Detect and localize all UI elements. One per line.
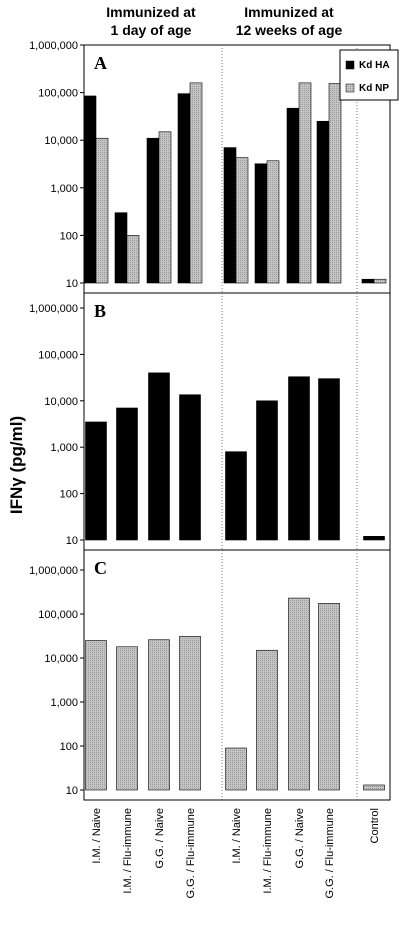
bar bbox=[225, 747, 247, 791]
bar bbox=[288, 597, 310, 791]
panel-frame bbox=[83, 549, 391, 801]
bar bbox=[126, 235, 140, 284]
y-tick-label: 100 bbox=[60, 230, 78, 242]
panel-label: A bbox=[94, 53, 107, 73]
category-label: I.M. / Naive bbox=[231, 808, 243, 864]
category-labels: I.M. / Naive I.M. / Flu-immune G.G. / Naiv… bbox=[91, 808, 381, 898]
bar bbox=[179, 394, 201, 541]
y-tick-label: 10,000 bbox=[44, 135, 78, 147]
bar bbox=[318, 378, 340, 541]
y-tick-label: 100 bbox=[60, 741, 78, 753]
bar bbox=[288, 376, 310, 541]
legend-swatch-kd-ha bbox=[345, 60, 355, 70]
panel-c: 10 100 1,000 10,000 100,000 1,000,000 C bbox=[29, 549, 391, 801]
category-label: G.G. / Naive bbox=[294, 808, 306, 869]
bar bbox=[363, 784, 385, 791]
category-label: G.G. / Naive bbox=[154, 808, 166, 869]
series-kd-ha bbox=[83, 93, 375, 284]
bar bbox=[254, 163, 268, 284]
y-tick-label: 10 bbox=[66, 278, 78, 290]
bar bbox=[116, 407, 138, 541]
bar bbox=[189, 82, 203, 284]
bar bbox=[225, 451, 247, 541]
panel-label: C bbox=[94, 558, 107, 578]
y-tick-label: 1,000 bbox=[50, 442, 78, 454]
bar bbox=[286, 107, 300, 284]
bar bbox=[85, 421, 107, 541]
y-tick-label: 1,000,000 bbox=[29, 565, 78, 577]
bar bbox=[361, 278, 375, 284]
category-label: G.G. / Flu-immune bbox=[324, 808, 336, 898]
panel-label: B bbox=[94, 301, 106, 321]
bar bbox=[256, 400, 278, 541]
group-header-1-line-2: 1 day of age bbox=[111, 22, 192, 38]
y-tick-label: 1,000 bbox=[50, 183, 78, 195]
group-header-2-line-1: Immunized at bbox=[244, 4, 334, 20]
bar bbox=[85, 640, 107, 791]
bar bbox=[158, 131, 172, 284]
y-tick-label: 10 bbox=[66, 535, 78, 547]
bar bbox=[116, 646, 138, 791]
bar bbox=[114, 212, 128, 284]
legend-swatch-kd-np bbox=[345, 83, 355, 93]
bar bbox=[235, 157, 249, 284]
category-label: I.M. / Flu-immune bbox=[122, 808, 134, 894]
category-label: G.G. / Flu-immune bbox=[185, 808, 197, 898]
series-kd-np bbox=[95, 82, 387, 284]
y-tick-label: 10,000 bbox=[44, 396, 78, 408]
y-tick-label: 100,000 bbox=[38, 349, 78, 361]
group-header-2-line-2: 12 weeks of age bbox=[236, 22, 343, 38]
y-tick-label: 1,000,000 bbox=[29, 303, 78, 315]
chart-panels: 10 100 1,000 10,000 100,000 1,000,000 A 10 100 1,… bbox=[29, 40, 391, 801]
bar bbox=[363, 536, 385, 541]
panel-b: 10 100 1,000 10,000 100,000 1,000,000 B bbox=[29, 292, 391, 551]
y-tick-label: 100,000 bbox=[38, 88, 78, 100]
series-kd-np bbox=[85, 597, 385, 791]
bar bbox=[179, 636, 201, 791]
bar bbox=[148, 639, 170, 791]
y-tick-label: 1,000,000 bbox=[29, 40, 78, 52]
bar bbox=[318, 603, 340, 791]
legend: Kd HA Kd NP bbox=[339, 49, 399, 101]
bar bbox=[83, 95, 97, 284]
series-kd-ha bbox=[85, 372, 385, 541]
bar bbox=[223, 147, 237, 284]
bar bbox=[148, 372, 170, 541]
bar bbox=[256, 649, 278, 791]
bar bbox=[328, 83, 342, 284]
bar bbox=[266, 160, 280, 284]
bar bbox=[146, 137, 160, 284]
y-axis-label: IFNγ (pg/ml) bbox=[7, 416, 26, 514]
group-headers: Immunized at 1 day of age Immunized at 1… bbox=[106, 4, 342, 38]
y-tick-label: 10,000 bbox=[44, 653, 78, 665]
bar bbox=[298, 82, 312, 284]
bar bbox=[316, 120, 330, 284]
y-tick-label: 1,000 bbox=[50, 697, 78, 709]
category-label: Control bbox=[369, 808, 381, 843]
legend-label-kd-ha: Kd HA bbox=[359, 60, 390, 71]
panel-a: 10 100 1,000 10,000 100,000 1,000,000 A bbox=[29, 40, 391, 294]
bar bbox=[373, 278, 387, 284]
category-label: I.M. / Naive bbox=[91, 808, 103, 864]
group-header-1-line-1: Immunized at bbox=[106, 4, 196, 20]
legend-label-kd-np: Kd NP bbox=[359, 83, 389, 94]
bar bbox=[95, 137, 109, 284]
bar bbox=[177, 93, 191, 284]
category-label: I.M. / Flu-immune bbox=[262, 808, 274, 894]
y-tick-label: 100,000 bbox=[38, 609, 78, 621]
y-tick-label: 10 bbox=[66, 785, 78, 797]
y-tick-label: 100 bbox=[60, 489, 78, 501]
